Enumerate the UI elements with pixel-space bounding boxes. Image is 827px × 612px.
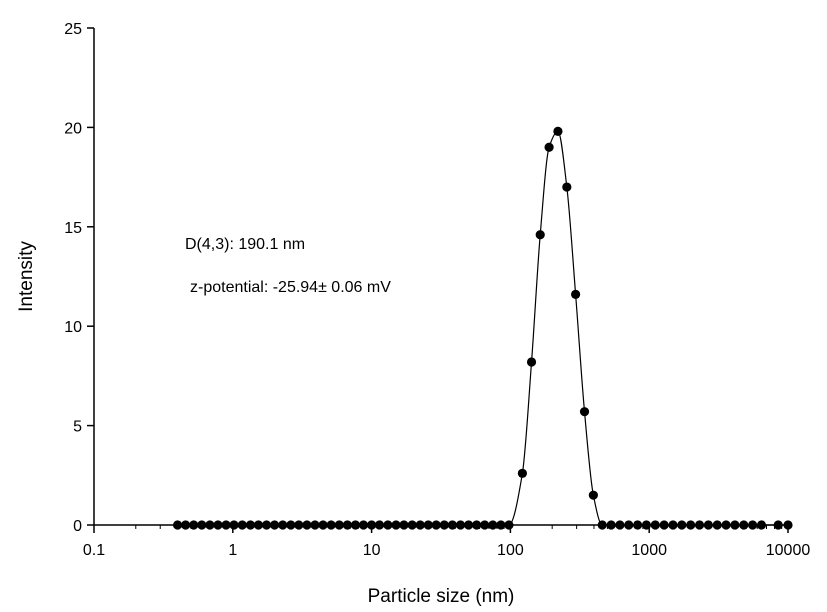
data-point [205, 520, 215, 530]
data-point [326, 520, 336, 530]
data-point [245, 520, 256, 530]
data-point [431, 520, 441, 530]
y-tick-label: 25 [64, 21, 82, 38]
data-point [597, 520, 607, 530]
data-point [730, 520, 740, 530]
data-point [286, 520, 296, 530]
data-point [391, 520, 401, 530]
data-point [350, 520, 361, 530]
data-point [756, 520, 767, 530]
data-point [464, 520, 474, 530]
x-tick-label: 1 [228, 542, 237, 559]
data-point [748, 520, 758, 530]
x-tick-label: 100 [497, 542, 524, 559]
data-point [480, 520, 490, 530]
data-point [261, 520, 272, 530]
data-point [526, 357, 537, 367]
data-point [334, 520, 344, 530]
data-point [472, 520, 482, 530]
y-tick-label: 10 [64, 319, 82, 336]
data-point [703, 520, 713, 530]
data-point [253, 520, 264, 530]
data-point [455, 520, 466, 530]
data-point [633, 520, 643, 530]
data-point [677, 520, 687, 530]
data-point [659, 520, 669, 530]
data-point [213, 520, 223, 530]
data-point [415, 520, 425, 530]
data-point [694, 520, 705, 530]
data-point [773, 520, 783, 530]
data-point [423, 520, 433, 530]
data-point [367, 520, 377, 530]
annotation-d43: D(4,3): 190.1 nm [185, 236, 305, 253]
data-point [615, 520, 625, 530]
data-point [712, 520, 722, 530]
data-point [624, 520, 634, 530]
data-point [488, 520, 498, 530]
axes [93, 28, 788, 526]
y-tick-label: 5 [73, 419, 82, 436]
data-point [535, 230, 545, 240]
y-tick-label: 20 [64, 120, 82, 137]
data-point [783, 520, 793, 530]
y-axis-title: Intensity [16, 241, 37, 312]
data-points [172, 126, 793, 530]
x-tick-label: 10 [363, 542, 381, 559]
fit-curve [177, 130, 788, 526]
data-point [588, 490, 598, 500]
data-point [229, 520, 239, 530]
data-point [302, 520, 312, 530]
x-tick-label: 0.1 [83, 542, 105, 559]
data-point [318, 520, 328, 530]
data-point [383, 520, 393, 530]
data-point [562, 182, 572, 192]
data-point [399, 520, 409, 530]
data-point [172, 520, 183, 530]
data-point [739, 520, 749, 530]
data-point [269, 520, 280, 530]
data-point [439, 520, 449, 530]
x-axis-title: Particle size (nm) [368, 586, 515, 607]
x-tick-label: 10000 [766, 542, 811, 559]
data-point [180, 520, 191, 530]
data-point [571, 289, 581, 299]
data-point [197, 520, 207, 530]
data-point [310, 520, 320, 530]
data-point [407, 520, 417, 530]
data-point [686, 520, 696, 530]
data-point [189, 520, 199, 530]
data-point [668, 520, 678, 530]
data-point [721, 520, 731, 530]
ticks: 0 5 10 15 20 25 0.1 1 10 100 1000 10000 [64, 21, 810, 559]
y-tick-label: 15 [64, 220, 82, 237]
data-point [606, 520, 616, 530]
data-point [641, 520, 652, 530]
data-point [358, 520, 369, 530]
data-point [221, 520, 231, 530]
data-point [650, 520, 660, 530]
y-tick-label: 0 [73, 518, 82, 535]
data-point [342, 520, 352, 530]
data-point [517, 468, 527, 478]
data-point [544, 142, 554, 152]
data-point [496, 520, 506, 530]
data-point [553, 126, 563, 136]
data-point [278, 520, 288, 530]
annotation-zeta-potential: z-potential: -25.94± 0.06 mV [190, 279, 391, 296]
data-point [374, 520, 385, 530]
x-tick-label: 1000 [631, 542, 667, 559]
data-point [237, 520, 247, 530]
data-point [579, 407, 590, 417]
data-point [504, 520, 514, 530]
data-point [447, 520, 457, 530]
data-point [294, 520, 304, 530]
